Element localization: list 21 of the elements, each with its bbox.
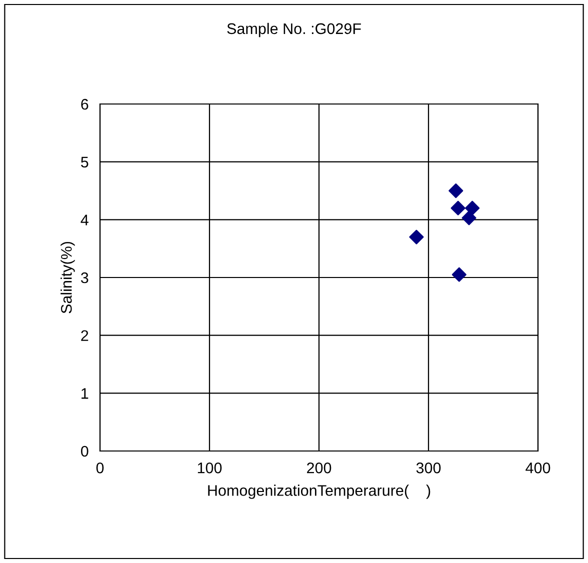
point	[465, 200, 480, 216]
point	[450, 200, 466, 216]
x-axis-title: HomogenizationTemperarure( )	[208, 484, 430, 499]
point	[448, 183, 464, 198]
y-tick-label: 5	[81, 156, 88, 168]
y-axis-title: Salinity(%)	[60, 242, 75, 314]
point	[409, 230, 424, 244]
x-tick-label: 300	[416, 462, 441, 474]
y-tick-label: 3	[80, 272, 88, 284]
x-tick-label: 200	[307, 462, 332, 474]
y-tick-label: 6	[81, 98, 88, 110]
y-tick-label: 4	[80, 214, 88, 226]
y-tick-label: 1	[82, 388, 88, 399]
x-tick-label: 0	[96, 462, 104, 474]
x-tick-label: 400	[526, 462, 550, 474]
y-tick-label: 2	[81, 330, 88, 341]
chart-title: Sample No. :G029F	[227, 22, 361, 38]
x-tick-label: 100	[198, 462, 222, 474]
y-tick-label: 0	[80, 446, 88, 457]
point	[462, 210, 476, 226]
point	[452, 267, 466, 282]
